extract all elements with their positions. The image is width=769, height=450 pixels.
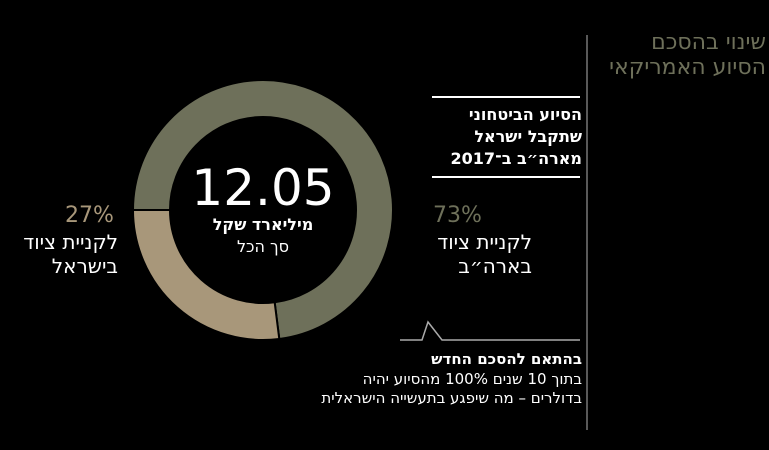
value-label: 73% — [433, 203, 482, 228]
header-title: שינוי בהסכם הסיוע האמריקאי — [609, 30, 766, 80]
pie-slice — [131, 79, 394, 341]
total-label: סך הכל — [236, 237, 290, 256]
category-label: לקניית ציוד בישראל — [23, 230, 118, 278]
subtitle: הסיוע הביטחוני שתקבל ישראל מארה״ב ב־2017 — [450, 105, 582, 168]
pie-slice — [131, 209, 281, 341]
donut — [131, 79, 394, 341]
note-heading: בהתאם להסכם החדש — [431, 350, 582, 368]
value-label: 27% — [65, 203, 114, 228]
total-unit: מיליארד שקל — [212, 215, 314, 234]
total-value: 12.05 — [191, 159, 335, 217]
category-label: לקניית ציוד בארה״ב — [437, 230, 532, 278]
pointer-line — [400, 320, 580, 341]
note-text: בתוך 10 שנים 100% מהסיוע יהיה בדולרים – … — [321, 370, 582, 407]
